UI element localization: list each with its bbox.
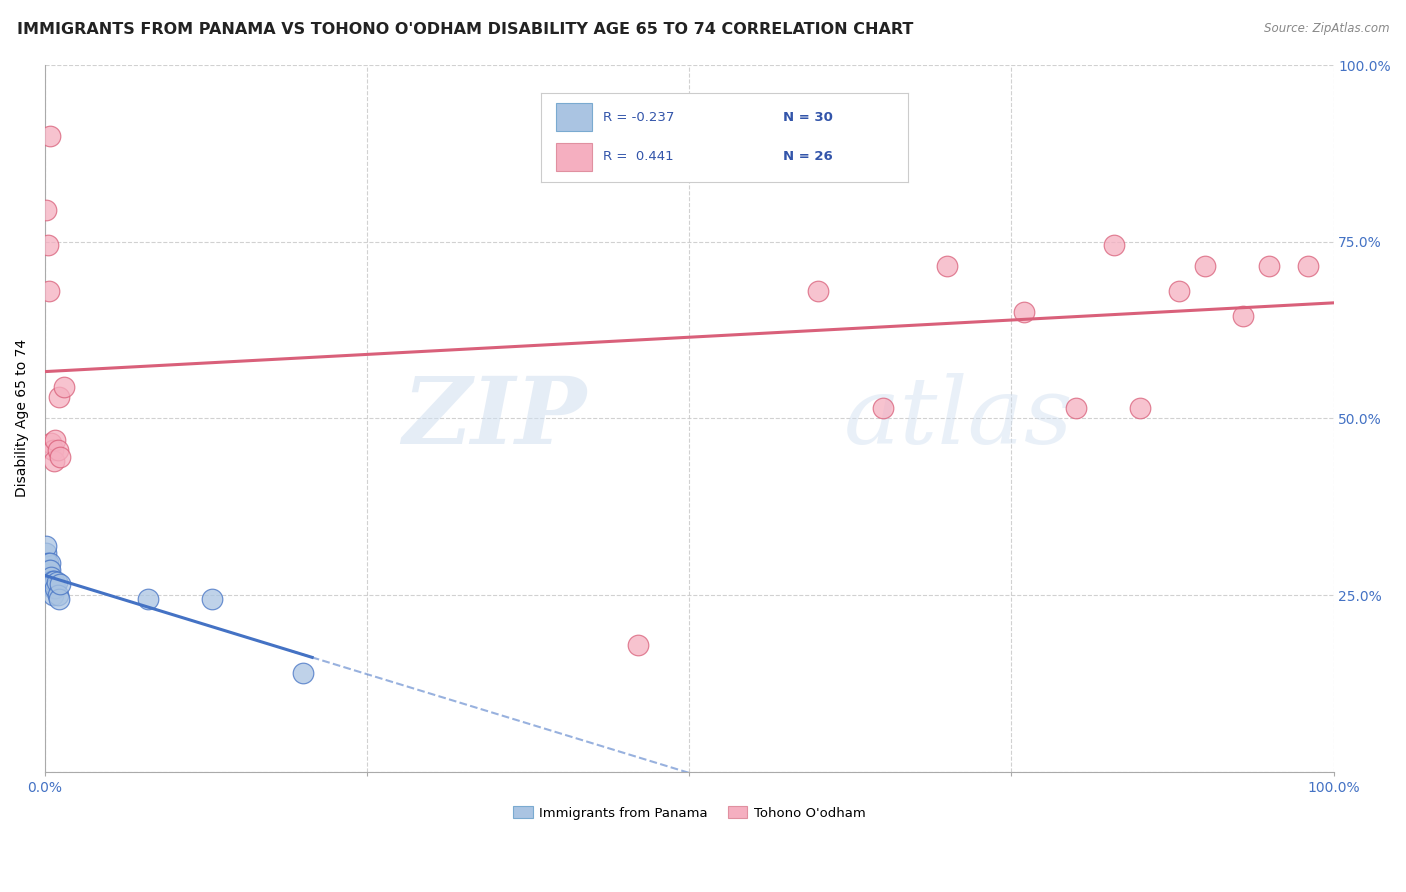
Point — [44, 581, 66, 595]
Point — [41, 436, 63, 450]
Point — [35, 556, 58, 570]
Point — [42, 577, 65, 591]
Point — [807, 284, 830, 298]
Text: atlas: atlas — [844, 374, 1073, 464]
Point — [41, 577, 63, 591]
Point — [41, 574, 63, 588]
Point — [1012, 305, 1035, 319]
Point — [39, 128, 62, 143]
Point — [35, 566, 58, 581]
Point — [48, 390, 70, 404]
Text: Source: ZipAtlas.com: Source: ZipAtlas.com — [1264, 22, 1389, 36]
Point — [1232, 309, 1254, 323]
Point — [41, 443, 63, 458]
Point — [39, 563, 62, 577]
Point — [38, 284, 60, 298]
Point — [35, 539, 58, 553]
Point — [48, 591, 70, 606]
Point — [42, 574, 65, 588]
Point — [201, 591, 224, 606]
Point — [627, 638, 650, 652]
Text: ZIP: ZIP — [402, 374, 586, 464]
Point — [38, 563, 60, 577]
Point — [38, 574, 60, 588]
Point — [936, 260, 959, 274]
Point — [742, 146, 765, 161]
Point — [38, 577, 60, 591]
Point — [42, 454, 65, 468]
Point — [1296, 260, 1319, 274]
Point — [46, 588, 69, 602]
Point — [41, 570, 63, 584]
Point — [1064, 401, 1087, 415]
Point — [35, 546, 58, 560]
Point — [37, 577, 59, 591]
Point — [44, 433, 66, 447]
Point — [41, 581, 63, 595]
Point — [37, 570, 59, 584]
Point — [49, 450, 72, 465]
Point — [41, 574, 63, 588]
Point — [37, 238, 59, 252]
Point — [53, 379, 76, 393]
Point — [1258, 260, 1281, 274]
Point — [39, 577, 62, 591]
Point — [136, 591, 159, 606]
Point — [1194, 260, 1216, 274]
Point — [49, 577, 72, 591]
Point — [37, 566, 59, 581]
Text: IMMIGRANTS FROM PANAMA VS TOHONO O'ODHAM DISABILITY AGE 65 TO 74 CORRELATION CHA: IMMIGRANTS FROM PANAMA VS TOHONO O'ODHAM… — [17, 22, 914, 37]
Point — [1167, 284, 1189, 298]
Legend: Immigrants from Panama, Tohono O'odham: Immigrants from Panama, Tohono O'odham — [508, 801, 870, 825]
Point — [35, 202, 58, 217]
Point — [46, 443, 69, 458]
Point — [1104, 238, 1126, 252]
Point — [39, 556, 62, 570]
Point — [1129, 401, 1152, 415]
Point — [872, 401, 894, 415]
Point — [41, 588, 63, 602]
Point — [37, 556, 59, 570]
Point — [45, 575, 67, 590]
Y-axis label: Disability Age 65 to 74: Disability Age 65 to 74 — [15, 339, 30, 498]
Point — [291, 665, 314, 680]
